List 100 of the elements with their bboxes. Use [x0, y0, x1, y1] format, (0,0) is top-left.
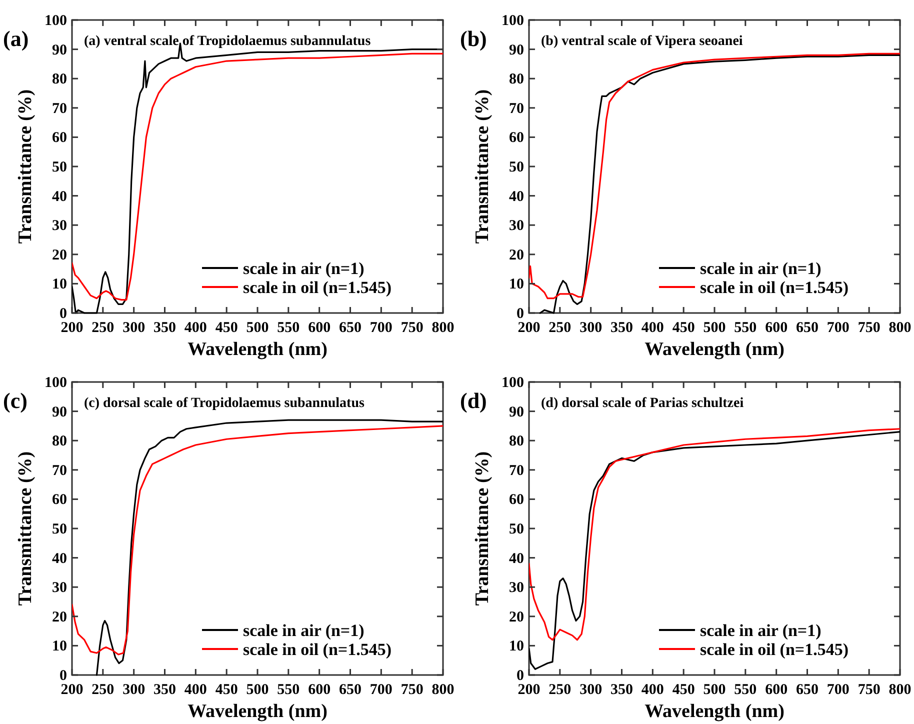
y-tick-label: 100 — [44, 375, 67, 391]
y-tick-label: 60 — [52, 492, 67, 508]
legend-label: scale in oil (n=1.545) — [700, 278, 849, 297]
y-tick-label: 50 — [509, 160, 524, 176]
y-tick-label: 50 — [509, 522, 524, 538]
y-tick-label: 80 — [52, 434, 67, 450]
x-tick-label: 700 — [370, 320, 392, 336]
x-tick-label: 800 — [888, 320, 912, 336]
y-tick-label: 50 — [52, 160, 67, 176]
y-tick-label: 10 — [509, 276, 524, 293]
x-tick-label: 450 — [672, 682, 695, 698]
legend-label: scale in oil (n=1.545) — [700, 640, 849, 659]
x-tick-label: 550 — [277, 682, 300, 698]
y-tick-label: 10 — [52, 276, 67, 293]
x-tick-label: 200 — [518, 682, 540, 698]
x-tick-label: 350 — [610, 320, 633, 336]
x-tick-label: 400 — [641, 320, 664, 336]
x-tick-label: 750 — [400, 320, 424, 336]
y-tick-label: 90 — [52, 404, 67, 420]
y-tick-label: 70 — [509, 100, 524, 117]
y-axis-title: Transmittance (%) — [15, 451, 36, 606]
x-tick-label: 650 — [796, 320, 818, 336]
x-tick-label: 250 — [548, 320, 572, 336]
x-tick-label: 700 — [826, 320, 850, 336]
legend-label: scale in oil (n=1.545) — [243, 278, 392, 297]
x-axis-title: Wavelength (nm) — [188, 339, 328, 360]
y-tick-label: 50 — [52, 522, 67, 538]
x-tick-label: 300 — [122, 682, 146, 698]
text: (a) ventral scale of Tropidolaemus subannulatus — [84, 34, 372, 49]
y-axis-title: Transmittance (%) — [472, 89, 493, 244]
y-tick-label: 100 — [502, 375, 524, 391]
y-tick-label: 70 — [509, 462, 524, 479]
x-tick-label: 550 — [734, 320, 757, 336]
x-tick-label: 350 — [154, 320, 176, 336]
y-tick-label: 40 — [509, 188, 524, 205]
x-tick-label: 400 — [184, 320, 207, 336]
line-series — [96, 419, 443, 676]
y-tick-label: 0 — [516, 668, 524, 684]
text: (d) dorsal scale of Parias schultzei — [541, 396, 744, 411]
x-tick-label: 400 — [184, 682, 207, 698]
x-tick-label: 450 — [215, 682, 238, 698]
x-tick-label: 600 — [308, 320, 331, 336]
y-tick-label: 80 — [509, 72, 524, 88]
x-axis-title: Wavelength (nm) — [644, 701, 784, 722]
y-tick-label: 30 — [52, 580, 67, 596]
x-tick-label: 500 — [703, 320, 726, 336]
x-tick-label: 800 — [432, 320, 454, 336]
x-tick-label: 700 — [370, 682, 392, 698]
y-tick-label: 70 — [52, 462, 67, 479]
x-tick-label: 600 — [308, 682, 331, 698]
y-tick-label: 20 — [509, 609, 524, 626]
x-tick-label: 300 — [580, 320, 602, 336]
x-tick-label: 300 — [580, 682, 602, 698]
y-tick-label: 90 — [52, 42, 67, 58]
x-tick-label: 700 — [826, 682, 850, 698]
x-axis-title: Wavelength (nm) — [188, 701, 328, 722]
y-axis-title: Transmittance (%) — [472, 451, 493, 606]
x-tick-label: 200 — [60, 682, 84, 698]
legend-label: scale in air (n=1) — [700, 621, 822, 640]
y-tick-label: 20 — [52, 609, 67, 626]
y-tick-label: 80 — [509, 434, 524, 450]
x-tick-label: 350 — [154, 682, 176, 698]
y-tick-label: 30 — [52, 218, 67, 234]
y-tick-label: 40 — [52, 550, 67, 567]
x-tick-label: 500 — [246, 682, 269, 698]
x-tick-label: 600 — [765, 682, 788, 698]
x-tick-label: 400 — [641, 682, 664, 698]
x-tick-label: 300 — [122, 320, 146, 336]
y-tick-label: 0 — [516, 306, 524, 322]
text: (b) — [460, 26, 487, 51]
y-tick-label: 40 — [509, 550, 524, 567]
x-tick-label: 750 — [400, 682, 424, 698]
x-tick-label: 250 — [92, 682, 114, 698]
y-tick-label: 10 — [52, 638, 67, 655]
y-tick-label: 20 — [509, 247, 524, 264]
legend-label: scale in air (n=1) — [243, 259, 364, 278]
y-tick-label: 90 — [509, 404, 524, 420]
text: (d) — [460, 388, 487, 413]
x-tick-label: 650 — [796, 682, 818, 698]
x-tick-label: 500 — [246, 320, 269, 336]
legend-label: scale in air (n=1) — [243, 621, 364, 640]
y-tick-label: 30 — [509, 580, 524, 596]
y-tick-label: 10 — [509, 638, 524, 655]
x-tick-label: 550 — [734, 682, 757, 698]
x-tick-label: 650 — [339, 320, 362, 336]
x-tick-label: 600 — [765, 320, 788, 336]
y-tick-label: 0 — [60, 306, 67, 322]
text: (b) ventral scale of Vipera seoanei — [541, 34, 743, 49]
x-tick-label: 500 — [703, 682, 726, 698]
text: (c) — [3, 388, 28, 413]
legend-label: scale in oil (n=1.545) — [243, 640, 392, 659]
y-tick-label: 80 — [52, 72, 67, 88]
y-tick-label: 60 — [509, 130, 524, 146]
legend-label: scale in air (n=1) — [700, 259, 822, 278]
y-tick-label: 60 — [52, 130, 67, 146]
y-axis-title: Transmittance (%) — [15, 89, 36, 244]
y-tick-label: 100 — [44, 13, 67, 29]
text: (c) dorsal scale of Tropidolaemus subannulatus — [84, 396, 365, 411]
x-tick-label: 250 — [92, 320, 114, 336]
y-tick-label: 30 — [509, 218, 524, 234]
